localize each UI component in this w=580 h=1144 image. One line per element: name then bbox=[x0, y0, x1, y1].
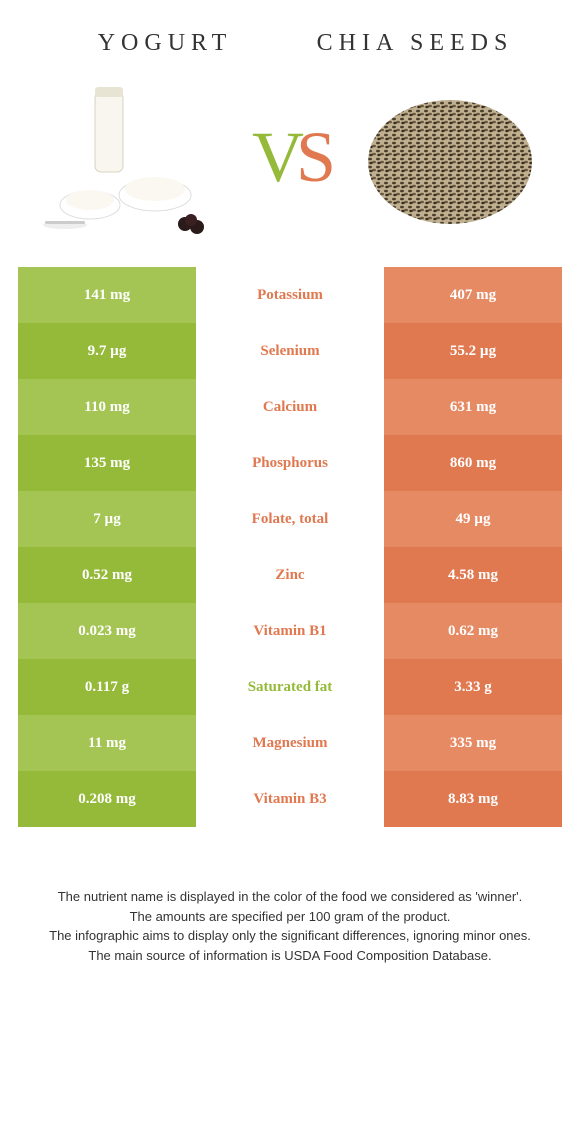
nutrient-name: Folate, total bbox=[196, 491, 384, 547]
right-value: 49 µg bbox=[384, 491, 562, 547]
vs-v: V bbox=[252, 117, 296, 197]
left-value: 11 mg bbox=[18, 715, 196, 771]
header: YOGURT CHIA SEEDS bbox=[0, 0, 580, 67]
footer-line: The main source of information is USDA F… bbox=[30, 946, 550, 966]
nutrient-name: Zinc bbox=[196, 547, 384, 603]
nutrient-name: Magnesium bbox=[196, 715, 384, 771]
left-value: 0.52 mg bbox=[18, 547, 196, 603]
yogurt-image bbox=[30, 77, 230, 237]
table-row: 0.52 mgZinc4.58 mg bbox=[18, 547, 562, 603]
right-value: 631 mg bbox=[384, 379, 562, 435]
nutrient-name: Calcium bbox=[196, 379, 384, 435]
nutrient-name: Potassium bbox=[196, 267, 384, 323]
infographic: YOGURT CHIA SEEDS VS bbox=[0, 0, 580, 995]
right-value: 407 mg bbox=[384, 267, 562, 323]
left-value: 0.023 mg bbox=[18, 603, 196, 659]
nutrient-name: Vitamin B3 bbox=[196, 771, 384, 827]
left-value: 141 mg bbox=[18, 267, 196, 323]
footer-line: The amounts are specified per 100 gram o… bbox=[30, 907, 550, 927]
right-value: 0.62 mg bbox=[384, 603, 562, 659]
left-value: 135 mg bbox=[18, 435, 196, 491]
footer-notes: The nutrient name is displayed in the co… bbox=[0, 827, 580, 995]
table-row: 110 mgCalcium631 mg bbox=[18, 379, 562, 435]
vs-s: S bbox=[296, 117, 328, 197]
right-value: 860 mg bbox=[384, 435, 562, 491]
left-value: 0.117 g bbox=[18, 659, 196, 715]
vs-label: VS bbox=[252, 116, 328, 199]
title-left: YOGURT bbox=[40, 30, 290, 57]
table-row: 0.208 mgVitamin B38.83 mg bbox=[18, 771, 562, 827]
nutrient-name: Selenium bbox=[196, 323, 384, 379]
right-value: 4.58 mg bbox=[384, 547, 562, 603]
table-row: 9.7 µgSelenium55.2 µg bbox=[18, 323, 562, 379]
chia-image bbox=[350, 77, 550, 237]
right-value: 3.33 g bbox=[384, 659, 562, 715]
right-value: 8.83 mg bbox=[384, 771, 562, 827]
nutrient-name: Phosphorus bbox=[196, 435, 384, 491]
table-row: 7 µgFolate, total49 µg bbox=[18, 491, 562, 547]
table-row: 11 mgMagnesium335 mg bbox=[18, 715, 562, 771]
image-row: VS bbox=[0, 67, 580, 267]
left-value: 110 mg bbox=[18, 379, 196, 435]
footer-line: The infographic aims to display only the… bbox=[30, 926, 550, 946]
left-value: 0.208 mg bbox=[18, 771, 196, 827]
right-value: 335 mg bbox=[384, 715, 562, 771]
footer-line: The nutrient name is displayed in the co… bbox=[30, 887, 550, 907]
title-right: CHIA SEEDS bbox=[290, 30, 540, 57]
table-row: 0.023 mgVitamin B10.62 mg bbox=[18, 603, 562, 659]
table-row: 135 mgPhosphorus860 mg bbox=[18, 435, 562, 491]
right-value: 55.2 µg bbox=[384, 323, 562, 379]
nutrient-name: Saturated fat bbox=[196, 659, 384, 715]
left-value: 7 µg bbox=[18, 491, 196, 547]
table-row: 141 mgPotassium407 mg bbox=[18, 267, 562, 323]
nutrient-name: Vitamin B1 bbox=[196, 603, 384, 659]
table-row: 0.117 gSaturated fat3.33 g bbox=[18, 659, 562, 715]
left-value: 9.7 µg bbox=[18, 323, 196, 379]
comparison-table: 141 mgPotassium407 mg9.7 µgSelenium55.2 … bbox=[18, 267, 562, 827]
